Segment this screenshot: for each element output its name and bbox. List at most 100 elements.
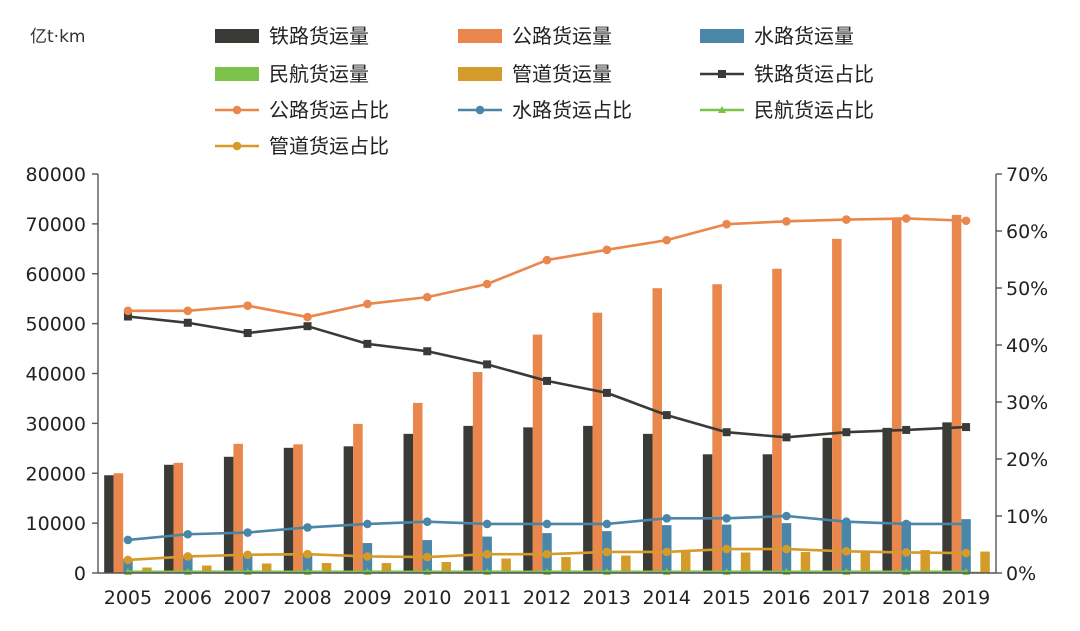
point-铁路货运占比-2005 xyxy=(123,312,132,321)
point-管道货运占比-2017 xyxy=(842,547,851,556)
point-管道货运占比-2005 xyxy=(123,555,133,565)
bar-公路货运量-2007 xyxy=(233,443,243,573)
bar-管道货运量-2007 xyxy=(261,563,272,573)
bar-管道货运量-2006 xyxy=(202,565,212,573)
x-tick-label: 2009 xyxy=(343,587,391,609)
legend-item-水路货运量: 水路货运量 xyxy=(700,24,854,48)
legend-label: 铁路货运占比 xyxy=(754,62,874,86)
bar-公路货运量-2014 xyxy=(652,288,662,573)
legend-label: 水路货运量 xyxy=(754,24,854,48)
legend-item-铁路货运量: 铁路货运量 xyxy=(215,24,369,48)
x-tick-label: 2008 xyxy=(283,587,331,609)
legend-swatch xyxy=(700,29,744,43)
point-水路货运占比-2005 xyxy=(123,535,133,545)
point-公路货运占比-2012 xyxy=(542,255,552,265)
point-公路货运占比-2014 xyxy=(662,235,672,245)
legend-swatch-marker xyxy=(718,70,726,78)
point-水路货运占比-2011 xyxy=(482,519,492,529)
bar-铁路货运量-2011 xyxy=(463,425,473,573)
point-铁路货运占比-2018 xyxy=(902,425,911,434)
point-水路货运占比-2007 xyxy=(243,528,252,537)
bar-公路货运量-2010 xyxy=(413,402,423,573)
legend-swatch xyxy=(458,67,502,81)
point-铁路货运占比-2007 xyxy=(243,329,252,338)
point-管道货运占比-2016 xyxy=(782,544,791,554)
point-铁路货运占比-2014 xyxy=(662,411,671,420)
bar-水路货运量-2008 xyxy=(302,554,313,573)
bar-管道货运量-2019 xyxy=(980,551,990,573)
legend-swatch-marker xyxy=(232,141,242,151)
legend-item-水路货运占比: 水路货运占比 xyxy=(458,98,632,122)
legend-item-管道货运量: 管道货运量 xyxy=(458,62,612,86)
left-tick-label: 70000 xyxy=(26,214,86,236)
left-tick-label: 0 xyxy=(74,563,86,585)
point-管道货运占比-2006 xyxy=(183,552,193,561)
x-tick-label: 2007 xyxy=(223,587,271,609)
x-tick-label: 2014 xyxy=(643,587,691,609)
point-水路货运占比-2019 xyxy=(961,519,971,529)
legend-label: 铁路货运量 xyxy=(269,24,369,48)
point-铁路货运占比-2013 xyxy=(602,388,611,397)
bar-管道货运量-2013 xyxy=(621,555,631,573)
point-铁路货运占比-2016 xyxy=(782,433,791,442)
point-铁路货运占比-2017 xyxy=(842,428,851,437)
bar-管道货运量-2016 xyxy=(800,552,811,573)
point-铁路货运占比-2010 xyxy=(423,347,432,356)
point-水路货运占比-2014 xyxy=(662,513,672,523)
legend-label: 民航货运占比 xyxy=(754,98,874,122)
legend-swatch-marker xyxy=(232,105,242,115)
bar-公路货运量-2016 xyxy=(772,268,782,573)
legend-label: 水路货运占比 xyxy=(512,98,632,122)
legend-label: 公路货运占比 xyxy=(269,98,389,122)
bar-铁路货运量-2014 xyxy=(642,433,653,573)
point-铁路货运占比-2015 xyxy=(722,428,731,437)
x-tick-label: 2019 xyxy=(942,587,990,609)
bar-管道货运量-2018 xyxy=(920,550,930,573)
left-tick-label: 30000 xyxy=(26,413,86,435)
point-管道货运占比-2009 xyxy=(363,552,372,561)
bar-管道货运量-2010 xyxy=(441,562,452,573)
legend-item-公路货运占比: 公路货运占比 xyxy=(215,98,389,122)
point-公路货运占比-2005 xyxy=(123,306,133,316)
point-铁路货运占比-2019 xyxy=(962,423,971,432)
legend-item-民航货运量: 民航货运量 xyxy=(215,62,369,86)
bar-水路货运量-2007 xyxy=(242,556,253,573)
point-公路货运占比-2010 xyxy=(422,292,432,302)
legend-item-民航货运占比: 民航货运占比 xyxy=(700,98,874,122)
bar-铁路货运量-2007 xyxy=(223,456,234,573)
left-tick-label: 80000 xyxy=(26,164,86,186)
point-铁路货运占比-2008 xyxy=(303,322,312,331)
bar-公路货运量-2019 xyxy=(951,214,962,573)
x-tick-label: 2006 xyxy=(164,587,212,609)
bar-管道货运量-2005 xyxy=(142,567,152,573)
point-公路货运占比-2013 xyxy=(602,245,612,255)
right-tick-label: 0% xyxy=(1006,563,1036,585)
bar-铁路货运量-2006 xyxy=(164,464,174,573)
point-公路货运占比-2016 xyxy=(782,217,791,226)
point-公路货运占比-2011 xyxy=(482,279,492,289)
x-tick-label: 2016 xyxy=(762,587,810,609)
point-水路货运占比-2015 xyxy=(722,513,731,523)
left-tick-label: 20000 xyxy=(26,463,86,485)
legend-label: 民航货运量 xyxy=(269,62,369,86)
point-管道货运占比-2013 xyxy=(602,547,612,557)
x-tick-label: 2018 xyxy=(882,587,930,609)
legend-label: 管道货运占比 xyxy=(269,134,389,158)
bar-公路货运量-2006 xyxy=(173,462,184,573)
point-铁路货运占比-2011 xyxy=(483,360,492,369)
left-tick-label: 50000 xyxy=(26,314,86,336)
bar-铁路货运量-2005 xyxy=(104,475,114,573)
point-水路货运占比-2017 xyxy=(842,517,851,526)
bar-series-group xyxy=(104,214,990,574)
bar-管道货运量-2008 xyxy=(321,563,332,573)
point-管道货运占比-2018 xyxy=(901,548,911,557)
left-tick-label: 60000 xyxy=(26,264,86,286)
point-公路货运占比-2006 xyxy=(183,306,193,316)
bar-铁路货运量-2010 xyxy=(403,433,414,573)
bar-铁路货运量-2017 xyxy=(822,437,833,573)
bar-水路货运量-2019 xyxy=(961,519,971,573)
x-tick-label: 2005 xyxy=(104,587,152,609)
x-tick-label: 2017 xyxy=(822,587,870,609)
